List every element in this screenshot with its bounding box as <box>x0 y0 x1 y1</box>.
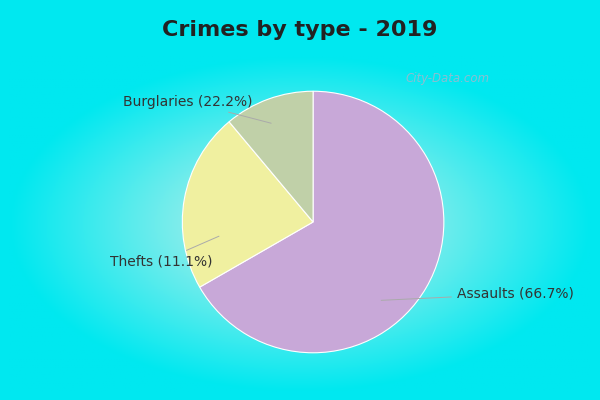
Wedge shape <box>200 91 444 353</box>
Text: Crimes by type - 2019: Crimes by type - 2019 <box>163 20 437 40</box>
Wedge shape <box>182 122 313 287</box>
Text: Burglaries (22.2%): Burglaries (22.2%) <box>124 95 271 123</box>
Wedge shape <box>229 91 313 222</box>
Text: Thefts (11.1%): Thefts (11.1%) <box>110 236 219 268</box>
Text: City-Data.com: City-Data.com <box>406 72 490 85</box>
Text: Assaults (66.7%): Assaults (66.7%) <box>381 287 574 301</box>
